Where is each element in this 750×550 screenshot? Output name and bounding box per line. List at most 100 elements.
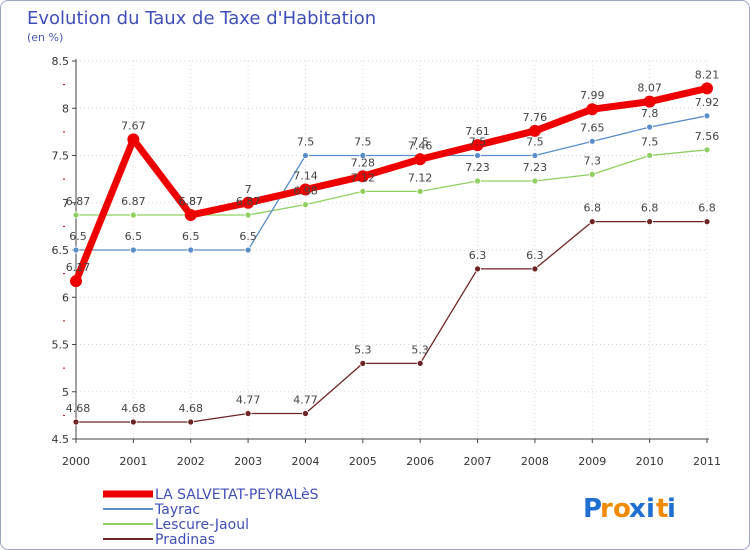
data-point bbox=[531, 177, 539, 185]
legend-item: Tayrac bbox=[103, 502, 200, 518]
x-tick-label: 2007 bbox=[464, 455, 492, 468]
data-label: 7.5 bbox=[354, 136, 372, 149]
legend-item: LA SALVETAT-PEYRALèS bbox=[103, 487, 319, 503]
data-point bbox=[129, 211, 137, 219]
data-point bbox=[244, 410, 252, 417]
data-point bbox=[187, 246, 195, 254]
data-label: 6.87 bbox=[66, 195, 91, 208]
data-point bbox=[474, 265, 481, 273]
brand-letter: o bbox=[613, 494, 631, 524]
legend-label: Tayrac bbox=[154, 502, 200, 518]
data-label: 6.5 bbox=[69, 230, 87, 243]
data-label: 7.8 bbox=[641, 107, 659, 120]
chart-subtitle: (en %) bbox=[27, 31, 64, 44]
data-label: 4.68 bbox=[66, 402, 91, 415]
data-point bbox=[588, 137, 596, 145]
data-label: 8.07 bbox=[637, 82, 662, 95]
data-label: 7.12 bbox=[351, 171, 376, 184]
data-point bbox=[129, 246, 137, 254]
data-label: 4.68 bbox=[121, 402, 146, 415]
data-label: 6.5 bbox=[239, 230, 257, 243]
data-label: 8.21 bbox=[695, 68, 720, 81]
chart-title: Evolution du Taux de Taxe d'Habitation bbox=[27, 8, 377, 29]
data-label: 7.56 bbox=[695, 130, 720, 143]
data-point bbox=[359, 359, 367, 367]
data-label: 6.8 bbox=[698, 202, 716, 215]
series-pradinas bbox=[72, 218, 711, 426]
data-point bbox=[359, 152, 367, 159]
data-point bbox=[643, 95, 656, 108]
x-tick-label: 2008 bbox=[521, 455, 549, 468]
legend-label: Pradinas bbox=[155, 532, 215, 548]
data-point bbox=[701, 82, 713, 95]
data-point bbox=[646, 218, 654, 226]
brand-letter: t bbox=[656, 494, 668, 524]
y-tick-label: 5.5 bbox=[52, 339, 70, 352]
legend: LA SALVETAT-PEYRALèSTayracLescure-JaoulP… bbox=[103, 487, 319, 548]
data-point bbox=[299, 183, 312, 196]
data-point bbox=[588, 170, 596, 178]
series-line bbox=[75, 115, 708, 251]
series-line bbox=[75, 149, 708, 216]
data-point bbox=[244, 211, 252, 219]
data-label: 6.87 bbox=[121, 195, 146, 208]
data-label: 6.98 bbox=[293, 185, 318, 198]
data-point bbox=[416, 359, 424, 367]
brand-letter: r bbox=[600, 494, 613, 524]
data-point bbox=[646, 123, 654, 131]
data-point bbox=[184, 209, 197, 222]
data-point bbox=[302, 410, 309, 417]
data-label: 7.12 bbox=[408, 171, 433, 184]
data-label: 4.77 bbox=[236, 393, 261, 406]
data-point bbox=[531, 265, 539, 273]
data-label: 4.68 bbox=[178, 402, 203, 415]
data-label: 6.87 bbox=[178, 195, 203, 208]
data-point bbox=[302, 152, 309, 159]
legend-label: LA SALVETAT-PEYRALèS bbox=[155, 487, 319, 503]
data-label: 6.17 bbox=[66, 261, 91, 274]
data-point bbox=[187, 418, 195, 426]
y-tick-label: 6.5 bbox=[52, 244, 70, 257]
data-point bbox=[244, 246, 252, 254]
data-point bbox=[302, 201, 309, 209]
x-tick-label: 2010 bbox=[636, 455, 664, 468]
data-label: 7.99 bbox=[580, 89, 605, 102]
data-point bbox=[129, 418, 137, 426]
data-label: 6.5 bbox=[125, 230, 143, 243]
data-point bbox=[72, 418, 80, 426]
y-tick-label: 6 bbox=[62, 291, 69, 304]
data-label: 6.3 bbox=[526, 249, 544, 262]
data-point bbox=[359, 188, 367, 195]
data-label: 7.92 bbox=[695, 96, 720, 109]
data-label: 6.5 bbox=[182, 230, 200, 243]
data-point bbox=[528, 124, 541, 137]
legend-item: Pradinas bbox=[103, 532, 215, 548]
data-point bbox=[588, 218, 596, 226]
x-tick-label: 2009 bbox=[578, 455, 606, 468]
data-label: 6.8 bbox=[641, 202, 659, 215]
brand-letter: P bbox=[583, 494, 602, 524]
data-label: 7.76 bbox=[523, 111, 548, 124]
data-point bbox=[416, 188, 424, 195]
data-point bbox=[471, 139, 484, 152]
data-point bbox=[703, 112, 711, 120]
series-la-salvetat-peyral-s bbox=[70, 82, 713, 288]
data-label: 7.5 bbox=[469, 136, 487, 149]
data-point bbox=[474, 177, 481, 185]
data-label: 7.5 bbox=[297, 136, 315, 149]
x-tick-label: 2006 bbox=[406, 455, 434, 468]
data-label: 6.87 bbox=[178, 195, 203, 208]
data-label: 7.65 bbox=[580, 121, 605, 134]
data-label: 7.61 bbox=[465, 125, 490, 138]
data-point bbox=[646, 152, 654, 159]
data-label: 7.14 bbox=[293, 170, 318, 183]
brand-letter: x bbox=[629, 494, 646, 524]
x-tick-label: 2004 bbox=[291, 455, 319, 468]
data-point bbox=[531, 152, 539, 159]
data-label: 6.87 bbox=[236, 195, 261, 208]
data-label: 7.5 bbox=[411, 136, 429, 149]
data-label: 6.3 bbox=[469, 249, 487, 262]
x-tick-label: 2002 bbox=[177, 455, 205, 468]
